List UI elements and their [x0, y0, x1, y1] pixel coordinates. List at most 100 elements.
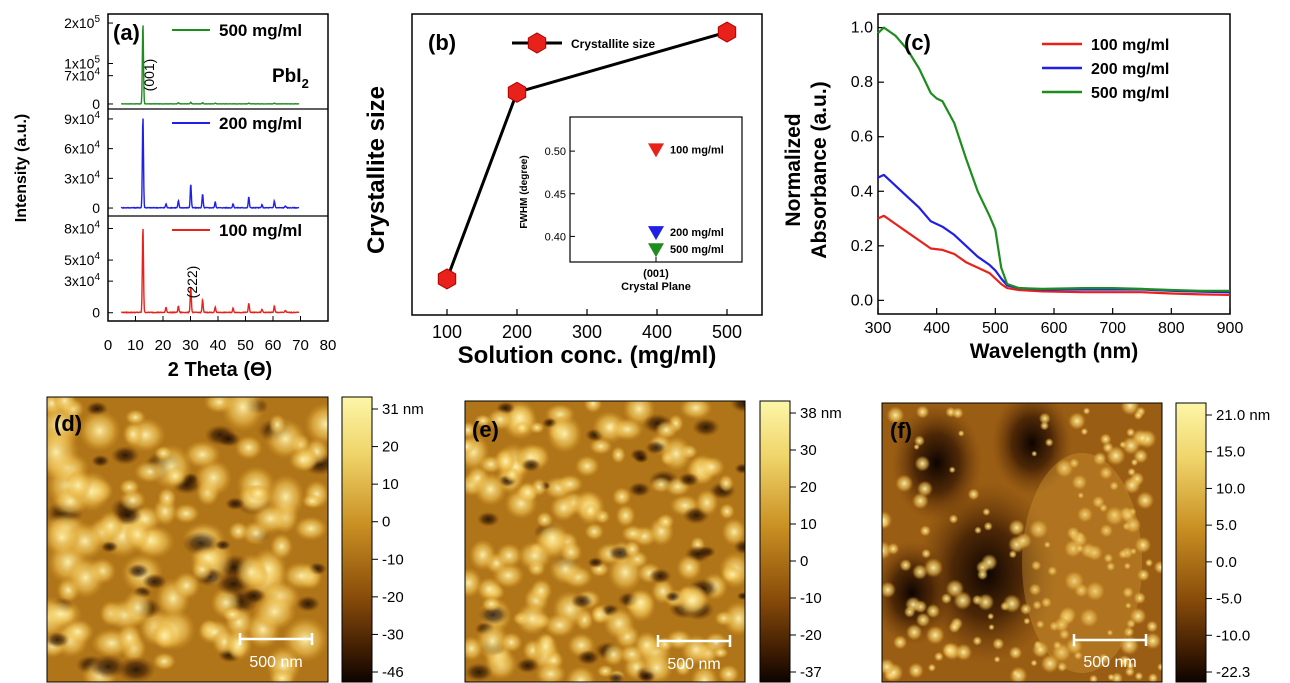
afm-f-img-particle-131: [886, 406, 905, 425]
afm-e-cb-label-5: -10: [800, 590, 822, 607]
afm-f-img-particle-141: [976, 593, 995, 611]
afm-e-img-grain-26: [674, 658, 692, 677]
panel-a-x-axis-label: 2 Theta (ϴ): [168, 359, 272, 381]
afm-f-img-particle-174: [1123, 476, 1141, 495]
afm-e-img-grain-195: [697, 456, 726, 478]
panel-a-compound-label: PbI2: [272, 66, 309, 91]
afm-f-img-particle-39: [1123, 562, 1131, 570]
afm-d-img-grain-125: [224, 627, 253, 661]
afm-f-img-particle-157: [1099, 466, 1113, 480]
afm-f-img-particle-173: [993, 656, 1001, 663]
crys-point-0: [437, 268, 457, 290]
afm-f-label: (f): [890, 418, 912, 443]
afm-f-img-particle-46: [1055, 459, 1074, 478]
panel-c-absorbance: 300 400 500 600 700 800 9000.00.20.40.60.81.0 …: [782, 13, 1243, 363]
inset-y-axis-label: FWHM (degree): [519, 155, 530, 228]
afm-f-img-particle-57: [1122, 586, 1134, 599]
panel-b-legend: Crystallite size: [512, 32, 655, 54]
abs-ytick-label-1: 0.2: [851, 238, 873, 255]
afm-e-img-grain-4: [718, 664, 740, 682]
afm-e-img-grain-164: [496, 450, 515, 473]
afm-e-label: (e): [472, 417, 499, 442]
afm-e-cb-label-0: 38 nm: [800, 405, 842, 422]
afm-f-img-particle-102: [1031, 560, 1042, 571]
afm-d-img-grain-126: [63, 470, 93, 501]
afm-f-img-particle-215: [1052, 640, 1062, 650]
inset-marker-label-0: 100 mg/ml: [670, 144, 724, 156]
afm-d-img-grain-127: [164, 465, 187, 487]
afm-d-img-gap-132: [47, 631, 70, 648]
afm-e-cb-label-2: 20: [800, 479, 817, 496]
afm-f-img-particle-40: [1074, 583, 1089, 598]
afm-f-img-particle-208: [882, 510, 893, 530]
afm-e-img-grain-179: [465, 567, 483, 598]
inset-x-tick: (001): [643, 268, 669, 280]
afm-d-img-gap-118: [127, 563, 150, 579]
afm-e-img-gap-69: [465, 662, 493, 682]
afm-d-img-grain-148: [191, 545, 225, 571]
afm-e-img-gap-192: [736, 591, 745, 601]
afm-f-img-border: [881, 402, 1163, 683]
afm-f-img-particle-72: [948, 466, 956, 474]
afm-f-img-particle-168: [887, 542, 900, 555]
afm-e-img-grain-188: [673, 583, 710, 618]
inset-ytick-label-1: 0.45: [545, 189, 566, 201]
afm-e-img-grain-194: [590, 605, 608, 625]
afm-f-img-particle-133: [972, 636, 983, 646]
afm-f-img-particle-151: [921, 548, 931, 559]
afm-f-img-particle-184: [977, 569, 988, 581]
afm-d-cb-label-6: -30: [382, 626, 404, 643]
afm-f-img-particle-67: [952, 407, 964, 419]
afm-e-img-grain-116: [596, 664, 614, 678]
afm-d-img-grain-80: [47, 598, 83, 630]
afm-e-img-grain-147: [475, 621, 510, 661]
abs-xtick-label-4: 700: [1099, 320, 1126, 337]
afm-f-img-particle-158: [1109, 481, 1119, 491]
afm-f-img-particle-17: [974, 526, 982, 534]
inset-marker-label-2: 500 mg/ml: [670, 244, 724, 256]
afm-f-img-particle-66: [1125, 602, 1132, 609]
afm-d-img-grain-140: [122, 421, 144, 447]
xrd-ytick-label-0-2: 1x105: [64, 55, 100, 72]
xrd-ytick-label-2-0: 0: [92, 305, 100, 321]
abs-xtick-label-1: 400: [923, 320, 950, 337]
afm-f-img-particle-217: [1147, 672, 1159, 682]
afm-f-img-particle-38: [1111, 672, 1123, 682]
xrd-xtick-label-0: 0: [104, 337, 112, 354]
afm-f-img-particle-4: [1144, 632, 1162, 650]
afm-f-img-particle-50: [1071, 474, 1088, 490]
afm-f-img-particle-212: [988, 624, 995, 631]
afm-e-img-gap-76: [730, 401, 745, 413]
afm-e-img-grain-141: [602, 643, 625, 666]
afm-d-img-gap-11: [110, 445, 140, 465]
xrd-ytick-label-1-0: 0: [92, 200, 100, 216]
afm-f-img-particle-211: [1134, 671, 1144, 681]
afm-f-img-particle-153: [945, 579, 965, 598]
afm-f-img-particle-88: [1146, 620, 1159, 633]
afm-e-img-grain-53: [607, 552, 643, 592]
afm-d-img-grain-82: [293, 516, 328, 541]
afm-f-img-particle-29: [1099, 524, 1113, 538]
panel-b-series: [437, 21, 737, 290]
afm-f-img-particle-79: [1126, 618, 1136, 629]
afm-d-img-grain-146: [122, 589, 154, 626]
panel-c-x-axis-label: Wavelength (nm): [970, 340, 1138, 363]
crys-point-1: [507, 81, 527, 103]
afm-e-img-border: [464, 400, 746, 683]
afm-f-img-particle-81: [1068, 412, 1086, 430]
afm-f-img-particle-49: [1035, 620, 1045, 629]
abs-series-0: [877, 214, 1231, 296]
afm-f-img-particle-204: [1040, 654, 1060, 673]
afm-e-img-grain-166: [504, 466, 520, 483]
afm-e-img-gap-198: [678, 472, 700, 487]
afm-e-img-grain-177: [695, 489, 719, 516]
afm-d-img-gap-30: [142, 573, 168, 590]
afm-f-img-particle-163: [923, 558, 944, 578]
afm-e-img-grain-138: [611, 446, 626, 464]
afm-e-img-grain-196: [535, 662, 567, 682]
crys-xtick-label-4: 500: [712, 322, 742, 342]
xrd-xtick-label-6: 60: [265, 337, 282, 354]
afm-e-img-gap-118: [692, 418, 720, 437]
afm-e-img-grain-109: [492, 562, 525, 589]
afm-f-img-particle-65: [1144, 558, 1154, 567]
